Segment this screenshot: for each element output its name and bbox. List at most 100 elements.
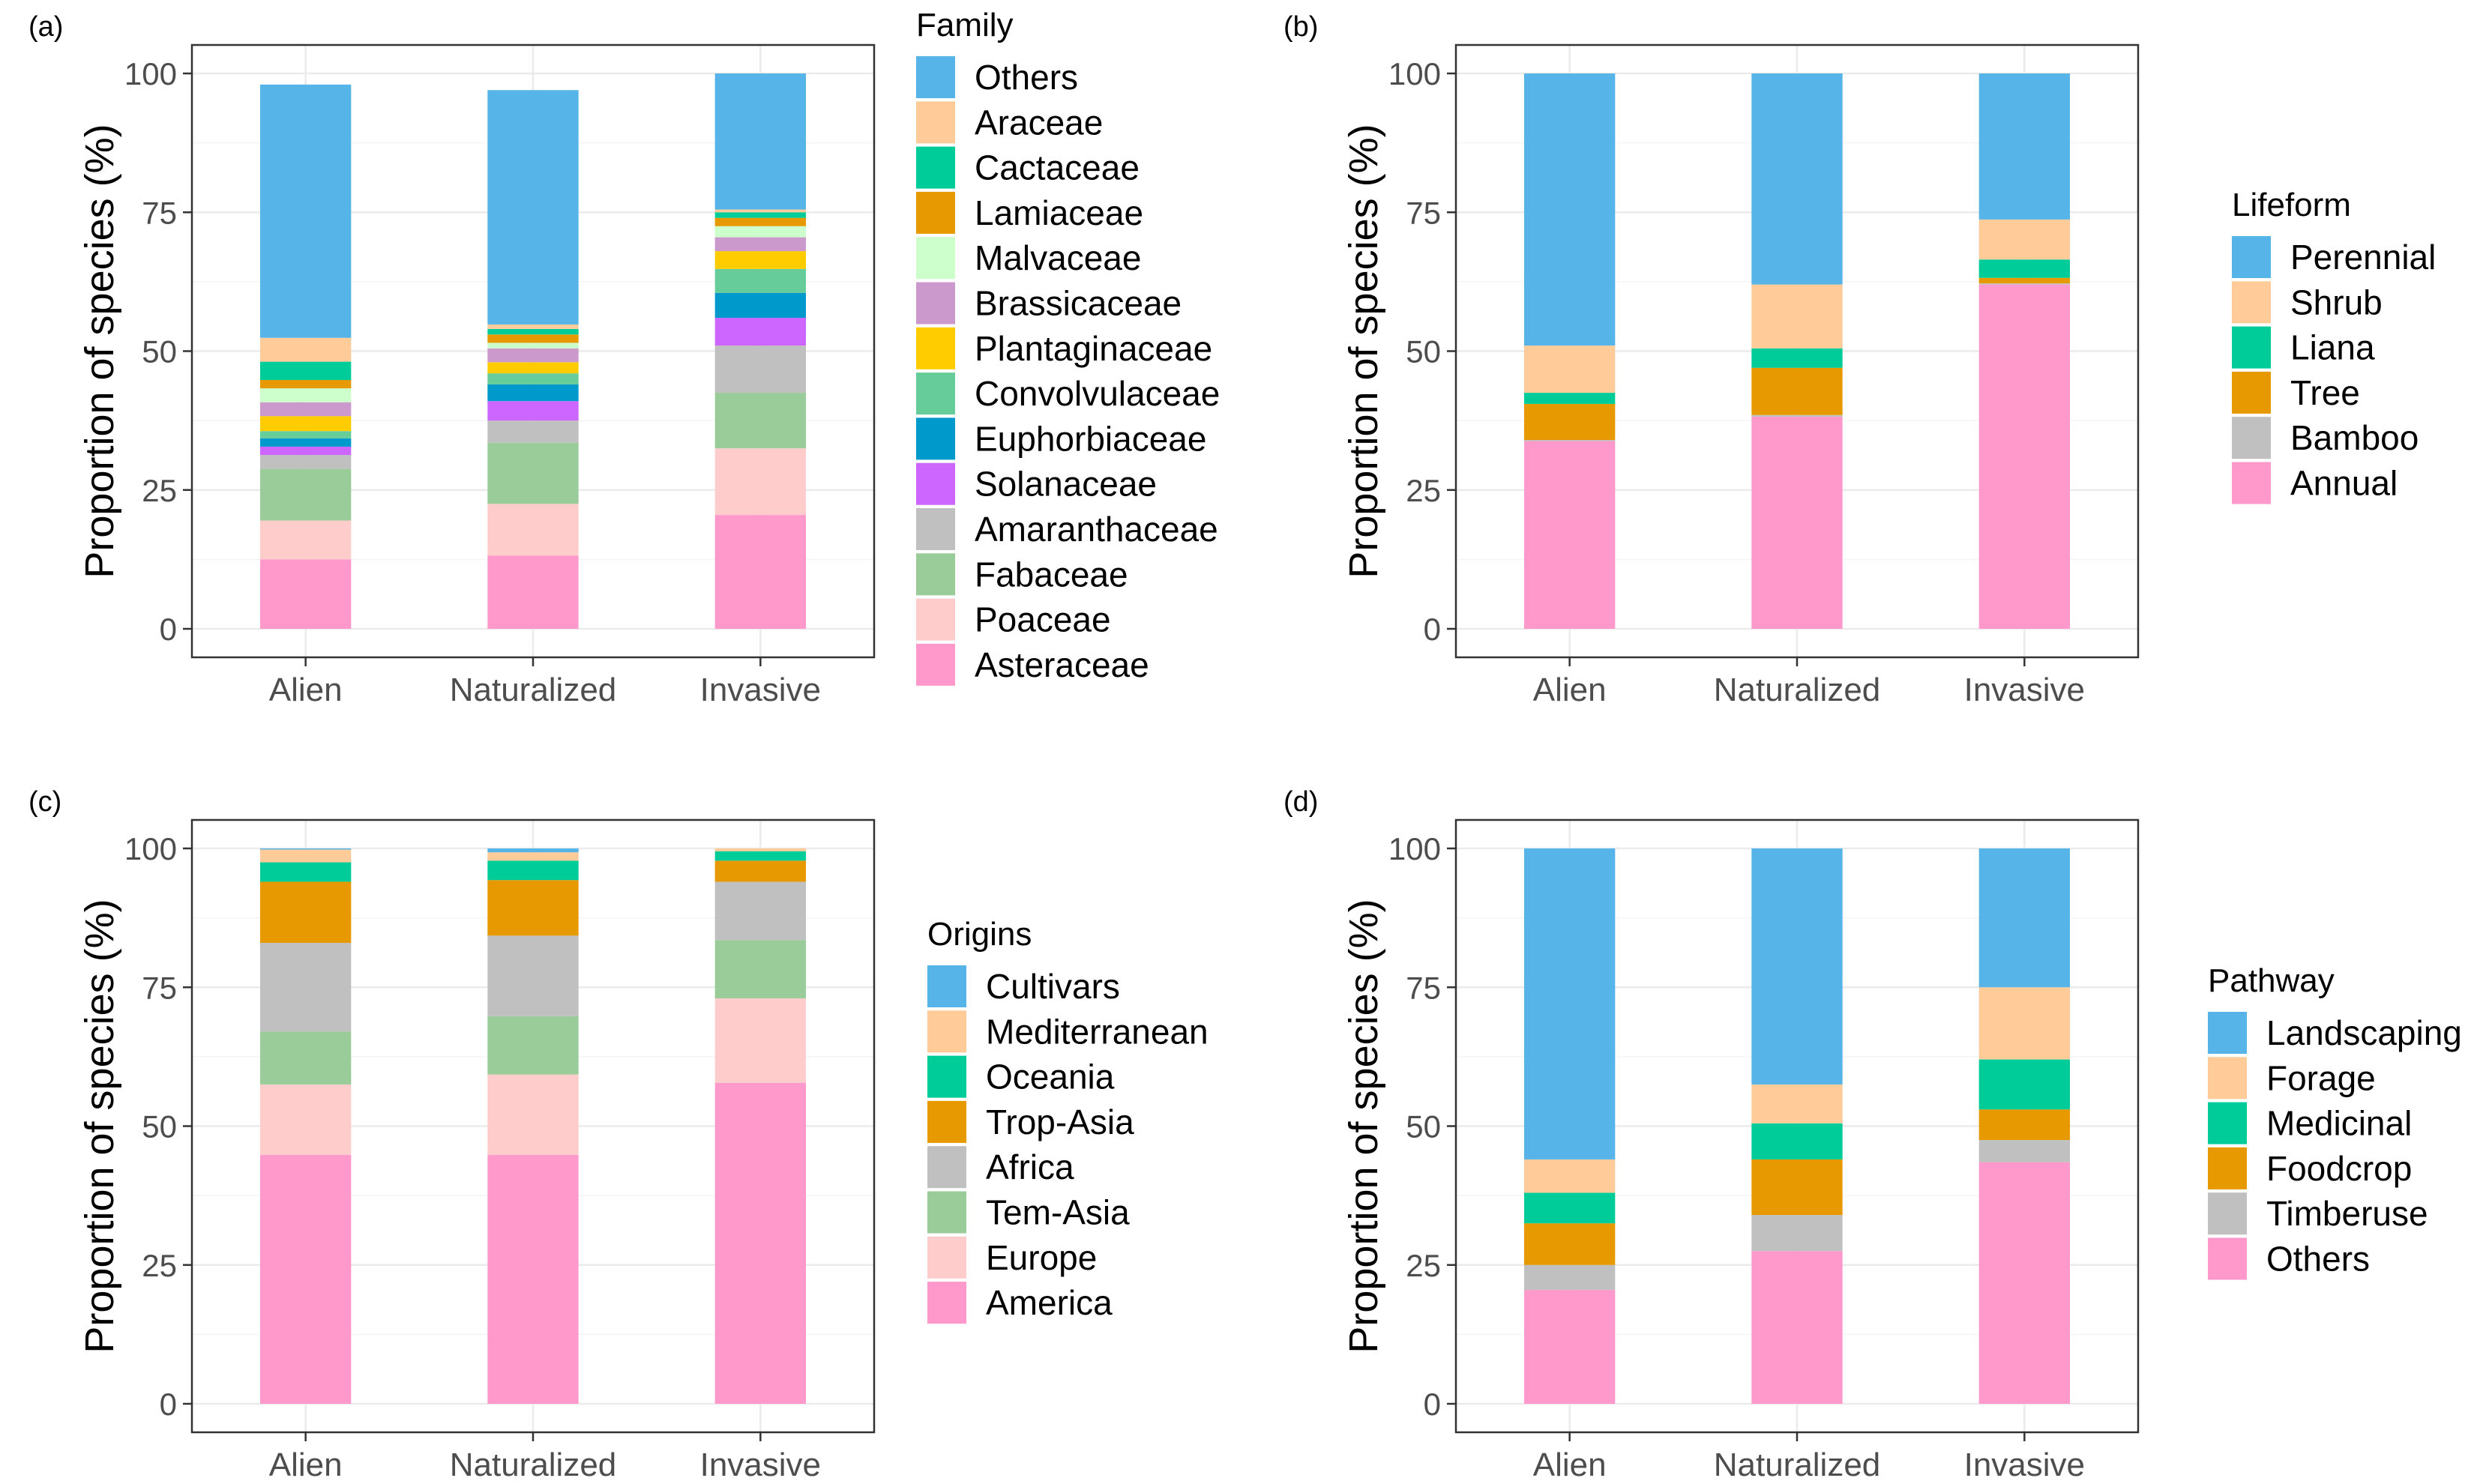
bar-segment-naturalized-brassicaceae[interactable] bbox=[487, 348, 579, 363]
legend-item-asteraceae[interactable]: Asteraceae bbox=[916, 643, 1149, 686]
bar-segment-naturalized-tem-asia[interactable] bbox=[487, 1016, 579, 1075]
bar-segment-alien-landscaping[interactable] bbox=[1524, 848, 1616, 1159]
bar-segment-alien-others[interactable] bbox=[260, 84, 352, 338]
bar-segment-invasive-america[interactable] bbox=[714, 1082, 806, 1404]
bar-segment-invasive-plantaginaceae[interactable] bbox=[714, 251, 806, 269]
bar-segment-invasive-malvaceae[interactable] bbox=[714, 226, 806, 238]
bar-segment-naturalized-timberuse[interactable] bbox=[1751, 1215, 1843, 1252]
legend-item-perennial[interactable]: Perennial bbox=[2232, 236, 2436, 278]
legend-item-convolvulaceae[interactable]: Convolvulaceae bbox=[916, 372, 1220, 415]
bar-segment-naturalized-trop-asia[interactable] bbox=[487, 880, 579, 936]
bar-segment-alien-solanaceae[interactable] bbox=[260, 446, 352, 456]
bar-segment-naturalized-cultivars[interactable] bbox=[487, 848, 579, 853]
bar-segment-alien-amaranthaceae[interactable] bbox=[260, 455, 352, 469]
bar-segment-invasive-medicinal[interactable] bbox=[1978, 1059, 2070, 1110]
bar-segment-naturalized-others[interactable] bbox=[487, 90, 579, 325]
bar-segment-invasive-asteraceae[interactable] bbox=[714, 515, 806, 629]
bar-segment-naturalized-lamiaceae[interactable] bbox=[487, 334, 579, 343]
bar-segment-invasive-perennial[interactable] bbox=[1978, 73, 2070, 220]
bar-segment-naturalized-convolvulaceae[interactable] bbox=[487, 373, 579, 384]
legend-item-cactaceae[interactable]: Cactaceae bbox=[916, 146, 1140, 189]
bar-segment-naturalized-solanaceae[interactable] bbox=[487, 401, 579, 421]
bar-segment-invasive-trop-asia[interactable] bbox=[714, 860, 806, 882]
legend-item-others[interactable]: Others bbox=[916, 56, 1078, 98]
bar-segment-alien-brassicaceae[interactable] bbox=[260, 402, 352, 417]
bar-segment-invasive-liana[interactable] bbox=[1978, 259, 2070, 278]
bar-segment-alien-shrub[interactable] bbox=[1524, 346, 1616, 393]
bar-segment-alien-poaceae[interactable] bbox=[260, 520, 352, 560]
bar-segment-alien-perennial[interactable] bbox=[1524, 73, 1616, 346]
bar-segment-invasive-timberuse[interactable] bbox=[1978, 1140, 2070, 1162]
bar-segment-naturalized-amaranthaceae[interactable] bbox=[487, 420, 579, 443]
bar-segment-alien-cultivars[interactable] bbox=[260, 848, 352, 850]
bar-segment-naturalized-europe[interactable] bbox=[487, 1074, 579, 1156]
bar-segment-alien-convolvulaceae[interactable] bbox=[260, 431, 352, 438]
bar-segment-invasive-africa[interactable] bbox=[714, 881, 806, 941]
bar-segment-alien-lamiaceae[interactable] bbox=[260, 380, 352, 389]
legend-item-brassicaceae[interactable]: Brassicaceae bbox=[916, 282, 1182, 325]
bar-segment-alien-medicinal[interactable] bbox=[1524, 1192, 1616, 1224]
bar-segment-naturalized-foodcrop[interactable] bbox=[1751, 1159, 1843, 1216]
bar-segment-naturalized-landscaping[interactable] bbox=[1751, 848, 1843, 1085]
bar-segment-invasive-poaceae[interactable] bbox=[714, 448, 806, 516]
legend-item-liana[interactable]: Liana bbox=[2232, 326, 2375, 369]
bar-segment-invasive-convolvulaceae[interactable] bbox=[714, 268, 806, 293]
bar-segment-alien-tree[interactable] bbox=[1524, 403, 1616, 441]
bar-segment-alien-annual[interactable] bbox=[1524, 441, 1616, 629]
legend-item-foodcrop[interactable]: Foodcrop bbox=[2208, 1147, 2412, 1189]
bar-segment-naturalized-mediterranean[interactable] bbox=[487, 852, 579, 861]
bar-segment-invasive-solanaceae[interactable] bbox=[714, 318, 806, 346]
legend-item-shrub[interactable]: Shrub bbox=[2232, 281, 2383, 324]
bar-segment-invasive-cactaceae[interactable] bbox=[714, 212, 806, 218]
bar-segment-alien-forage[interactable] bbox=[1524, 1159, 1616, 1193]
bar-segment-invasive-mediterranean[interactable] bbox=[714, 848, 806, 851]
bar-segment-invasive-forage[interactable] bbox=[1978, 987, 2070, 1060]
legend-item-araceae[interactable]: Araceae bbox=[916, 101, 1103, 144]
bar-segment-naturalized-others[interactable] bbox=[1751, 1251, 1843, 1404]
bar-segment-alien-euphorbiaceae[interactable] bbox=[260, 438, 352, 447]
bar-segment-alien-oceania[interactable] bbox=[260, 862, 352, 882]
legend-item-trop-asia[interactable]: Trop-Asia bbox=[927, 1100, 1134, 1143]
bar-segment-invasive-landscaping[interactable] bbox=[1978, 848, 2070, 988]
legend-item-others[interactable]: Others bbox=[2208, 1237, 2370, 1280]
bar-segment-alien-cactaceae[interactable] bbox=[260, 361, 352, 381]
legend-item-lamiaceae[interactable]: Lamiaceae bbox=[916, 191, 1143, 234]
bar-segment-naturalized-euphorbiaceae[interactable] bbox=[487, 384, 579, 402]
legend-item-oceania[interactable]: Oceania bbox=[927, 1055, 1115, 1098]
legend-item-annual[interactable]: Annual bbox=[2232, 462, 2398, 504]
legend-item-mediterranean[interactable]: Mediterranean bbox=[927, 1010, 1209, 1053]
bar-segment-invasive-fabaceae[interactable] bbox=[714, 393, 806, 449]
legend-item-cultivars[interactable]: Cultivars bbox=[927, 965, 1120, 1007]
bar-segment-invasive-amaranthaceae[interactable] bbox=[714, 346, 806, 393]
bar-segment-alien-timberuse[interactable] bbox=[1524, 1264, 1616, 1291]
bar-segment-alien-fabaceae[interactable] bbox=[260, 468, 352, 521]
bar-segment-naturalized-oceania[interactable] bbox=[487, 860, 579, 881]
bar-segment-naturalized-perennial[interactable] bbox=[1751, 73, 1843, 285]
legend-item-malvaceae[interactable]: Malvaceae bbox=[916, 237, 1141, 280]
bar-segment-invasive-tree[interactable] bbox=[1978, 277, 2070, 284]
legend-item-fabaceae[interactable]: Fabaceae bbox=[916, 553, 1128, 596]
bar-segment-invasive-foodcrop[interactable] bbox=[1978, 1109, 2070, 1141]
bar-segment-invasive-shrub[interactable] bbox=[1978, 219, 2070, 260]
bar-segment-alien-others[interactable] bbox=[1524, 1290, 1616, 1404]
bar-segment-invasive-bamboo[interactable] bbox=[1978, 283, 2070, 285]
bar-segment-alien-asteraceae[interactable] bbox=[260, 559, 352, 629]
bar-segment-naturalized-shrub[interactable] bbox=[1751, 284, 1843, 349]
bar-segment-invasive-others[interactable] bbox=[714, 73, 806, 210]
bar-segment-invasive-brassicaceae[interactable] bbox=[714, 237, 806, 252]
legend-item-africa[interactable]: Africa bbox=[927, 1146, 1074, 1189]
bar-segment-naturalized-plantaginaceae[interactable] bbox=[487, 362, 579, 374]
bar-segment-naturalized-asteraceae[interactable] bbox=[487, 555, 579, 629]
legend-item-europe[interactable]: Europe bbox=[927, 1236, 1097, 1279]
bar-segment-invasive-euphorbiaceae[interactable] bbox=[714, 292, 806, 319]
bar-segment-invasive-lamiaceae[interactable] bbox=[714, 217, 806, 226]
bar-segment-naturalized-america[interactable] bbox=[487, 1155, 579, 1404]
bar-segment-naturalized-bamboo[interactable] bbox=[1751, 414, 1843, 417]
bar-segment-invasive-others[interactable] bbox=[1978, 1162, 2070, 1404]
bar-segment-alien-bamboo[interactable] bbox=[1524, 440, 1616, 441]
bar-segment-invasive-tem-asia[interactable] bbox=[714, 940, 806, 999]
bar-segment-alien-plantaginaceae[interactable] bbox=[260, 416, 352, 432]
bar-segment-invasive-europe[interactable] bbox=[714, 998, 806, 1083]
bar-segment-alien-araceae[interactable] bbox=[260, 337, 352, 362]
legend-item-landscaping[interactable]: Landscaping bbox=[2208, 1012, 2462, 1054]
